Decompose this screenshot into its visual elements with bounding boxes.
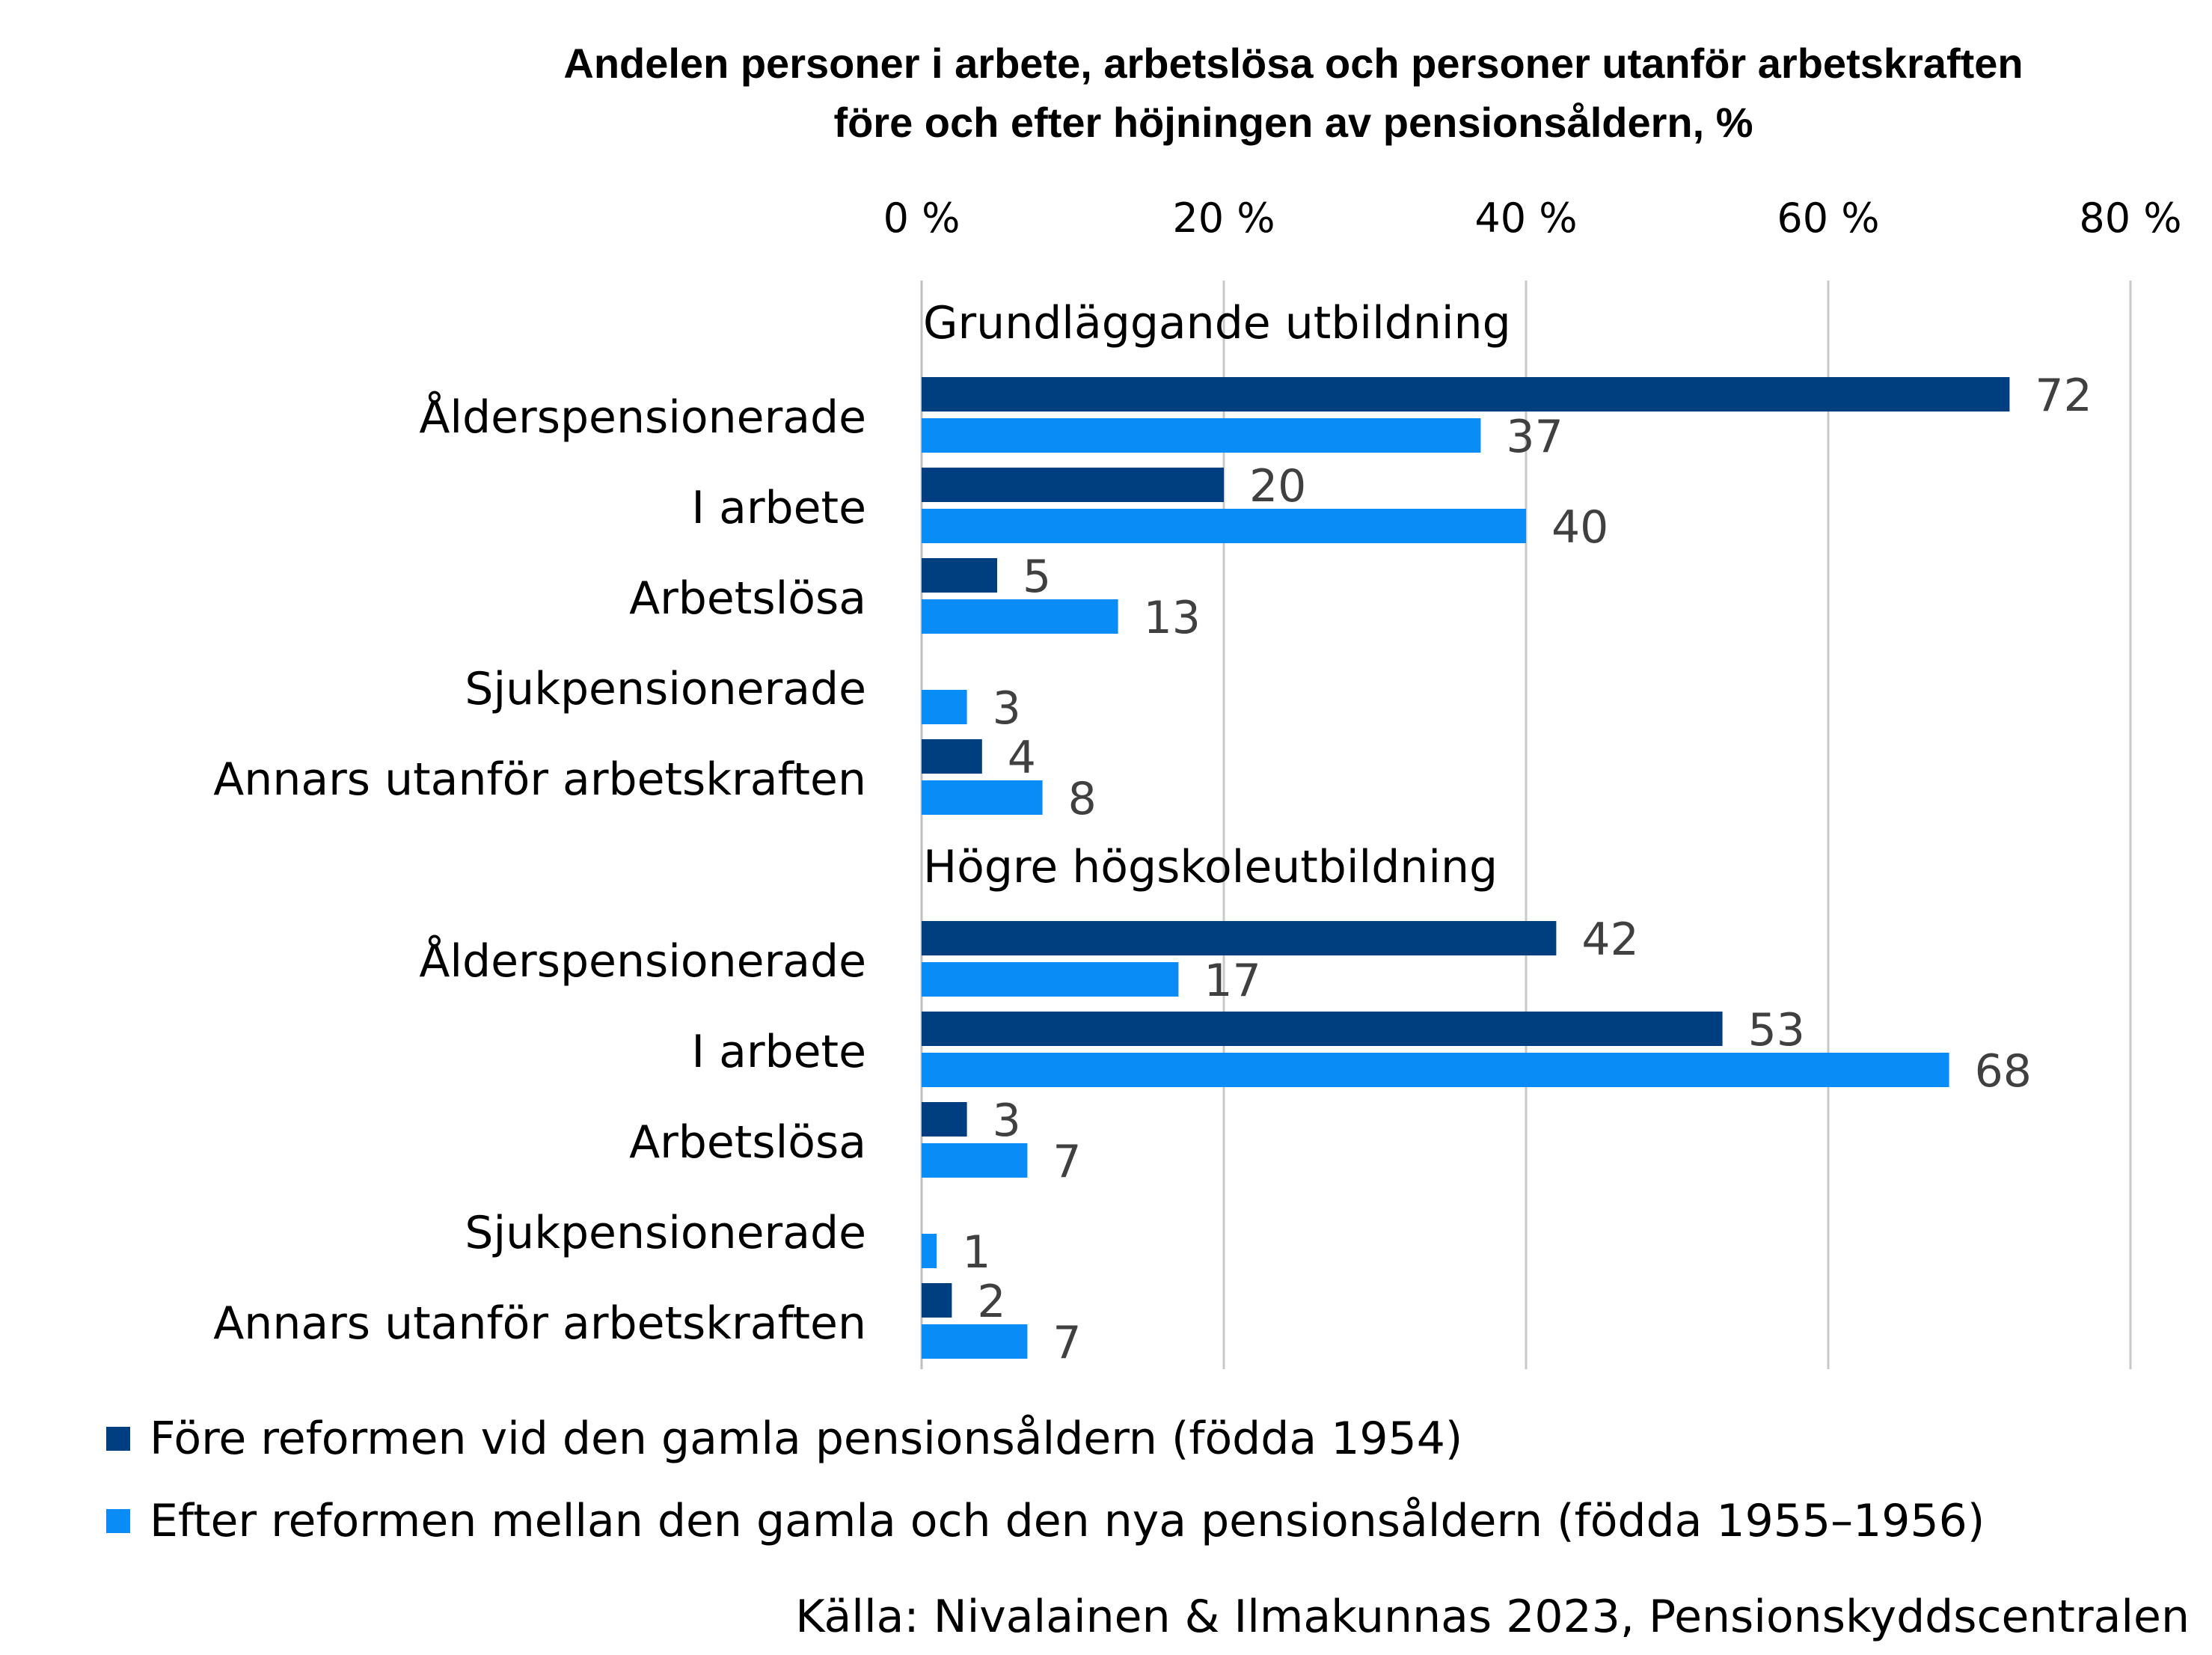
- bar: [922, 468, 1224, 502]
- legend-swatch-after: [106, 1509, 130, 1533]
- category-label: Ålderspensionerade: [419, 934, 866, 988]
- data-label: 37: [1506, 411, 1563, 463]
- x-tick-label: 80 %: [2079, 195, 2181, 242]
- legend-label-before: Före reformen vid den gamla pensionsålde…: [150, 1413, 1463, 1465]
- data-label: 53: [1748, 1004, 1805, 1056]
- chart-title-line1: Andelen personer i arbete, arbetslösa oc…: [563, 40, 2023, 87]
- data-label: 8: [1068, 773, 1097, 825]
- bar: [922, 599, 1118, 634]
- x-tick-label: 20 %: [1172, 195, 1275, 242]
- data-label: 42: [1581, 914, 1638, 966]
- category-label: Annars utanför arbetskraften: [213, 1297, 866, 1350]
- data-label: 5: [1023, 551, 1051, 603]
- x-tick-label: 60 %: [1777, 195, 1879, 242]
- data-label: 3: [993, 1095, 1021, 1147]
- bar: [922, 690, 967, 724]
- category-label: Arbetslösa: [629, 1116, 866, 1169]
- bar: [922, 558, 997, 593]
- category-label: Sjukpensionerade: [465, 1207, 866, 1259]
- data-label: 2: [977, 1276, 1005, 1328]
- data-label: 13: [1144, 592, 1201, 644]
- data-label: 7: [1053, 1136, 1081, 1188]
- bar: [922, 509, 1526, 543]
- bar: [922, 962, 1179, 997]
- bar: [922, 1053, 1949, 1087]
- bar: [922, 1283, 952, 1318]
- bar: [922, 1143, 1028, 1178]
- legend-swatch-before: [106, 1427, 130, 1451]
- data-label: 20: [1249, 460, 1306, 513]
- bar: [922, 1102, 967, 1137]
- legend-label-after: Efter reformen mellan den gamla och den …: [150, 1495, 1985, 1547]
- bar: [922, 921, 1557, 955]
- bar: [922, 418, 1481, 453]
- data-label: 1: [962, 1226, 990, 1279]
- data-label: 72: [2035, 370, 2092, 422]
- group-label: Högre högskoleutbildning: [923, 841, 1498, 893]
- data-label: 4: [1008, 732, 1036, 784]
- chart-title: Andelen personer i arbete, arbetslösa oc…: [0, 39, 2212, 147]
- source-note: Källa: Nivalainen & Ilmakunnas 2023, Pen…: [795, 1591, 2190, 1643]
- category-label: I arbete: [691, 1026, 866, 1078]
- x-tick-label: 0 %: [883, 195, 961, 242]
- category-label: Annars utanför arbetskraften: [213, 753, 866, 806]
- category-label: Ålderspensionerade: [419, 391, 866, 444]
- data-label: 17: [1204, 955, 1260, 1007]
- chart-subtitle: före och efter höjningen av pensionsålde…: [833, 99, 1753, 146]
- legend-item-after: Efter reformen mellan den gamla och den …: [106, 1495, 1985, 1547]
- bar: [922, 780, 1043, 815]
- bar: [922, 377, 2010, 412]
- x-tick-label: 40 %: [1474, 195, 1577, 242]
- category-label: Sjukpensionerade: [465, 663, 866, 715]
- bar: [922, 1324, 1028, 1359]
- data-label: 3: [993, 682, 1021, 735]
- category-label: Arbetslösa: [629, 572, 866, 625]
- data-label: 68: [1975, 1045, 2032, 1098]
- category-label: I arbete: [691, 482, 866, 534]
- bar: [922, 1234, 937, 1268]
- bar: [922, 1012, 1723, 1046]
- bar: [922, 739, 982, 774]
- data-label: 40: [1551, 501, 1608, 554]
- group-label: Grundläggande utbildning: [923, 297, 1511, 349]
- data-label: 7: [1053, 1317, 1081, 1369]
- legend-item-before: Före reformen vid den gamla pensionsålde…: [106, 1413, 1462, 1465]
